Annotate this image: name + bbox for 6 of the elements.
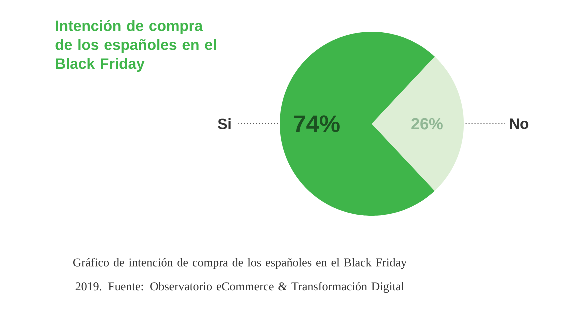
text: Gráfico de intención de compra de los españoles en el Black Friday 2019. Fuente: Observatorio eCommerce & Transformación Digital bbox=[74, 258, 407, 294]
data-label: 26% bbox=[412, 118, 443, 130]
slice-label: No bbox=[510, 118, 529, 130]
data-label: 74% bbox=[294, 116, 340, 132]
chart-title: Intención de compra de los españoles en el Black Friday bbox=[56, 20, 216, 72]
slice-label: Si bbox=[218, 118, 231, 130]
